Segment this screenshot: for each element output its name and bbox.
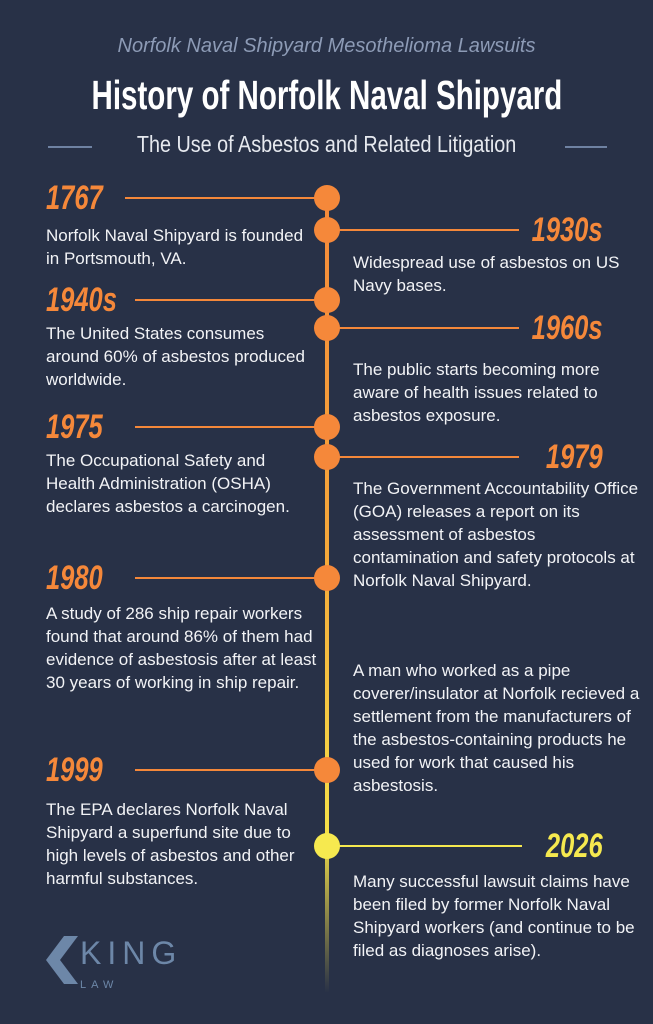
connector-line: [334, 845, 522, 847]
subtitle-rule-right: [565, 146, 607, 148]
event-text: Widespread use of asbestos on US Navy ba…: [353, 253, 620, 295]
subtitle: The Use of Asbestos and Related Litigati…: [0, 131, 653, 157]
event-text: A man who worked as a pipe coverer/insul…: [353, 661, 640, 795]
event-year: 1940s: [46, 281, 117, 319]
page-title-text: History of Norfolk Naval Shipyard: [91, 72, 562, 118]
event-year: 1930s: [532, 211, 603, 249]
event-text: The public starts becoming more aware of…: [353, 360, 600, 425]
event-year: 2026: [546, 827, 603, 865]
timeline-dot: [314, 287, 340, 313]
event-year: 1979: [546, 438, 603, 476]
event-text: Norfolk Naval Shipyard is founded in Por…: [46, 226, 304, 268]
logo-chevron-icon: [46, 936, 78, 984]
timeline-dot: [314, 217, 340, 243]
logo-graphic: KING LAW: [46, 935, 182, 991]
event-text: A study of 286 ship repair workers found…: [46, 604, 317, 692]
subtitle-text: The Use of Asbestos and Related Litigati…: [136, 131, 517, 157]
connector-line: [135, 426, 320, 428]
timeline-dot-current: [314, 833, 340, 859]
event-year: 1767: [46, 179, 103, 217]
event-year: 1960s: [532, 309, 603, 347]
timeline-dot: [314, 444, 340, 470]
event-text: Many successful lawsuit claims have been…: [353, 872, 635, 960]
event-text: The Occupational Safety and Health Admin…: [46, 451, 290, 516]
timeline-dot: [314, 757, 340, 783]
connector-line: [125, 197, 320, 199]
connector-line: [135, 769, 320, 771]
event-text: The EPA declares Norfolk Naval Shipyard …: [46, 800, 295, 888]
timeline-dot: [314, 315, 340, 341]
connector-line: [334, 229, 519, 231]
event-text: The Government Accountability Office (GO…: [353, 479, 639, 590]
timeline-dot: [314, 414, 340, 440]
subtitle-rule-left: [48, 146, 92, 148]
kicker-title: Norfolk Naval Shipyard Mesothelioma Laws…: [117, 35, 536, 57]
logo-tagline: LAW: [80, 979, 118, 991]
connector-line: [135, 577, 320, 579]
timeline-dot: [314, 185, 340, 211]
connector-line: [135, 299, 320, 301]
event-year: 1999: [46, 751, 103, 789]
king-law-logo: KING LAW: [46, 934, 196, 997]
event-year: 1980: [46, 559, 103, 597]
timeline-dot: [314, 565, 340, 591]
event-text: The United States consumes around 60% of…: [46, 324, 305, 389]
logo-name: KING: [80, 935, 182, 971]
page-title: History of Norfolk Naval Shipyard: [0, 72, 653, 118]
timeline-spine: [325, 198, 329, 993]
connector-line: [334, 456, 519, 458]
connector-line: [334, 327, 519, 329]
event-year: 1975: [46, 408, 103, 446]
